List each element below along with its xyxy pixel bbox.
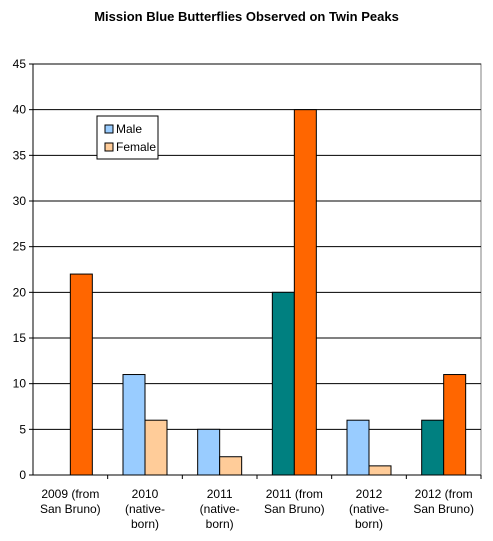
legend-label-female: Female <box>116 140 156 154</box>
x-category-label: 2012 <box>356 487 383 501</box>
y-tick-label: 20 <box>13 285 27 299</box>
bars <box>69 109 467 476</box>
y-tick-label: 10 <box>13 377 27 391</box>
bar-male-3 <box>271 291 295 476</box>
bar-female-4 <box>368 465 392 476</box>
bar-male-2 <box>197 428 221 476</box>
y-tick-label: 25 <box>13 240 27 254</box>
x-category-label: San Bruno) <box>40 502 101 516</box>
y-tick-label: 5 <box>19 422 26 436</box>
x-category-label: 2011 (from <box>266 487 323 501</box>
legend-swatch-female <box>104 142 114 152</box>
x-category-label: San Bruno) <box>264 502 325 516</box>
gridlines <box>33 63 481 430</box>
legend-box <box>96 115 159 160</box>
y-tick-label: 0 <box>19 468 26 482</box>
chart-title: Mission Blue Butterflies Observed on Twi… <box>94 9 399 24</box>
x-category-label: (native- <box>125 502 165 516</box>
x-category-label: 2010 <box>132 487 159 501</box>
bar-male-4 <box>346 419 370 476</box>
bar-female-5 <box>443 374 467 476</box>
y-tick-label: 45 <box>13 57 27 71</box>
x-category-label: (native- <box>349 502 389 516</box>
x-category-label: 2009 (from <box>41 487 99 501</box>
bar-female-3 <box>293 109 317 476</box>
bar-male-1 <box>122 374 146 476</box>
x-category-label: San Bruno) <box>413 502 474 516</box>
y-tick-label: 40 <box>13 103 27 117</box>
legend-swatch-male <box>104 124 114 134</box>
y-tick-label: 35 <box>13 148 27 162</box>
bar-female-2 <box>219 456 243 476</box>
bar-female-0 <box>69 273 93 476</box>
x-category-label: 2011 <box>207 487 233 501</box>
x-category-label: 2012 (from <box>415 487 473 501</box>
legend: Male Female <box>96 115 159 160</box>
bar-female-1 <box>144 419 168 476</box>
x-category-label: (native- <box>200 502 240 516</box>
x-category-label: born) <box>206 517 234 531</box>
bar-male-5 <box>421 419 445 476</box>
x-category-label: born) <box>131 517 159 531</box>
x-category-label: born) <box>355 517 383 531</box>
y-tick-label: 30 <box>13 194 27 208</box>
legend-label-male: Male <box>116 122 142 136</box>
y-tick-label: 15 <box>13 331 27 345</box>
